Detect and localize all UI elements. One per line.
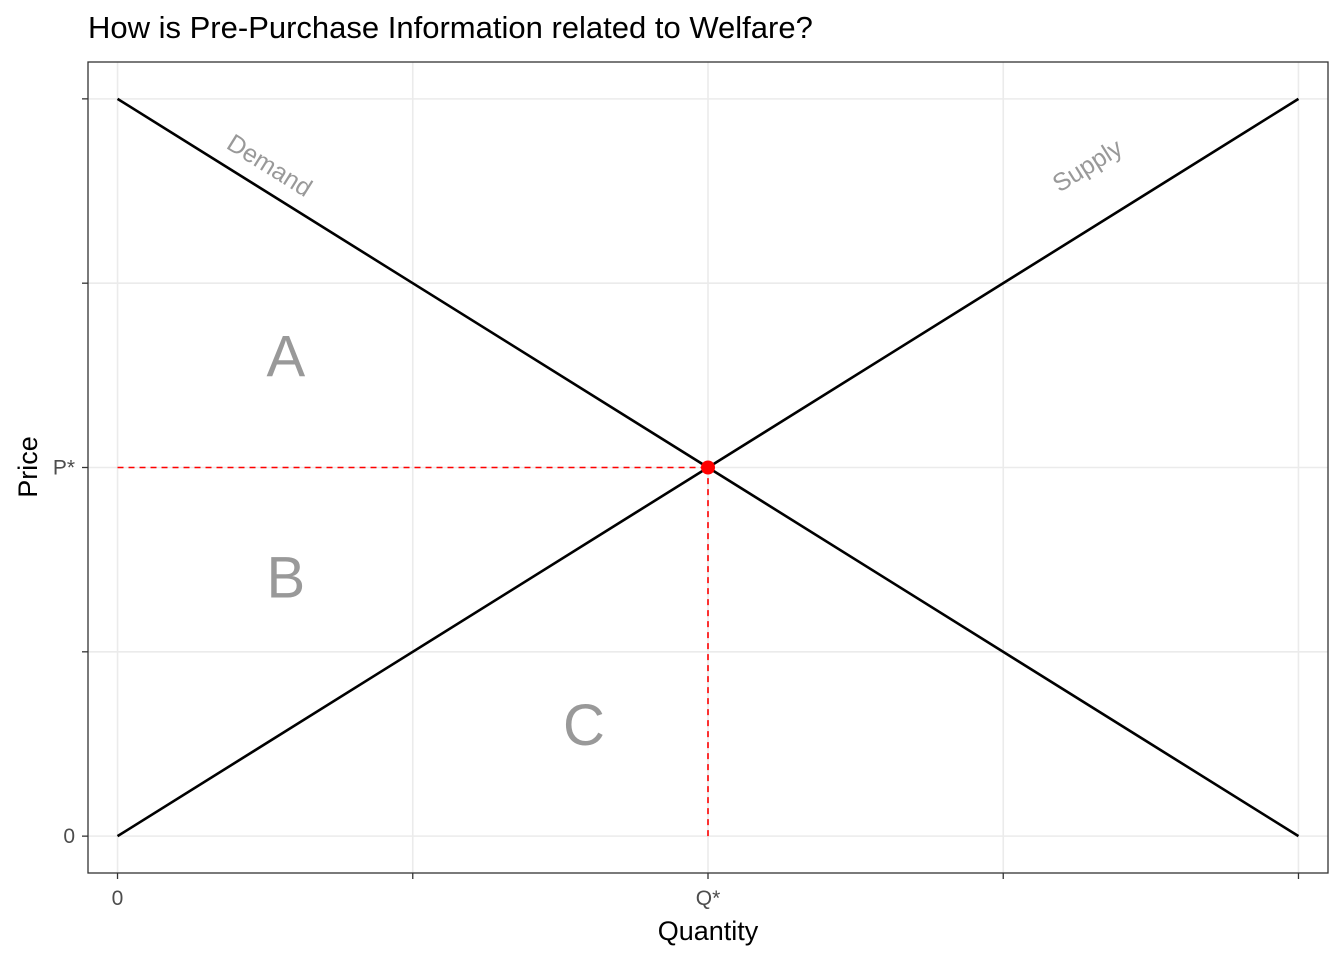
- chart-title: How is Pre-Purchase Information related …: [88, 10, 813, 45]
- equilibrium-point-group: [701, 460, 715, 475]
- x-axis: 0 Q*: [112, 873, 1300, 910]
- area-label-b: B: [266, 546, 305, 611]
- x-tick-label: Q*: [696, 887, 721, 910]
- y-axis-title: Price: [13, 436, 43, 498]
- area-label-a: A: [266, 324, 305, 389]
- y-axis: 0 P*: [53, 98, 88, 848]
- x-tick-label: 0: [112, 887, 124, 910]
- y-tick-label: P*: [53, 457, 75, 480]
- y-tick-label: 0: [63, 825, 75, 848]
- area-label-c: C: [563, 693, 605, 758]
- x-axis-title: Quantity: [658, 916, 759, 946]
- equilibrium-point: [701, 460, 715, 475]
